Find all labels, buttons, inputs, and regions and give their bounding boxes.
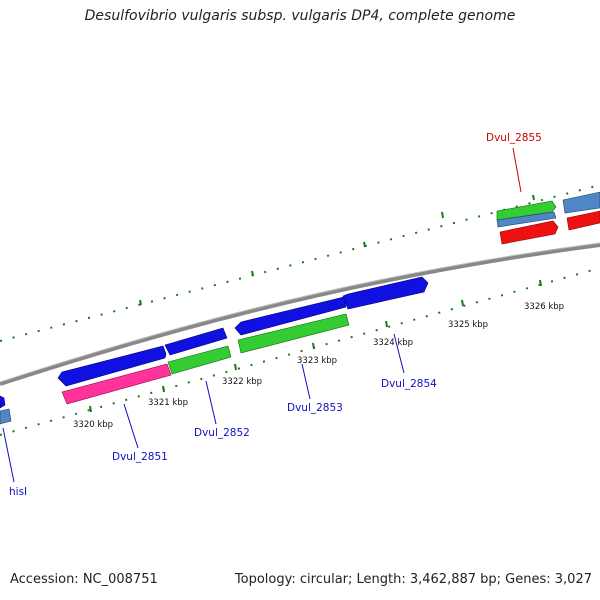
tick-label: 3321 kbp — [148, 398, 188, 408]
gene-label-dvul-2852[interactable]: Dvul_2852 — [194, 427, 250, 439]
gene-label-dvul-2855[interactable]: Dvul_2855 — [486, 132, 542, 144]
cds-feature[interactable] — [566, 210, 600, 231]
gene-label-hisi[interactable]: hisI — [9, 486, 27, 498]
cds-feature[interactable] — [496, 211, 557, 228]
cds-feature[interactable] — [57, 345, 167, 387]
cds-feature[interactable] — [164, 327, 228, 356]
genome-backbone — [0, 243, 600, 386]
forward-cds-track — [0, 191, 600, 409]
upper-major-ticks — [139, 194, 535, 306]
cds-feature[interactable] — [499, 220, 559, 245]
tick-label: 3322 kbp — [222, 377, 262, 387]
lower-major-ticks — [89, 279, 542, 413]
cds-feature[interactable] — [0, 408, 12, 425]
tick-label: 3325 kbp — [448, 320, 488, 330]
genome-stats-text: Topology: circular; Length: 3,462,887 bp… — [234, 572, 592, 587]
cds-feature[interactable] — [562, 191, 600, 214]
accession-text: Accession: NC_008751 — [10, 572, 158, 587]
map-title: Desulfovibrio vulgaris subsp. vulgaris D… — [84, 8, 516, 24]
cds-feature[interactable] — [496, 200, 557, 221]
gene-leaders — [2, 147, 522, 483]
gene-label-dvul-2854[interactable]: Dvul_2854 — [381, 378, 437, 390]
tick-label: 3324 kbp — [373, 338, 413, 348]
tick-label: 3326 kbp — [524, 302, 564, 312]
scale-labels: 3320 kbp 3321 kbp 3322 kbp 3323 kbp 3324… — [73, 302, 564, 430]
gene-label-dvul-2853[interactable]: Dvul_2853 — [287, 402, 343, 414]
reverse-cds-track — [0, 210, 600, 425]
cds-feature[interactable] — [237, 313, 350, 354]
gene-label-dvul-2851[interactable]: Dvul_2851 — [112, 451, 168, 463]
cds-feature[interactable] — [342, 276, 429, 310]
cds-feature[interactable] — [61, 363, 172, 405]
tick-label: 3323 kbp — [297, 356, 337, 366]
cds-feature[interactable] — [167, 345, 232, 375]
gene-labels: Dvul_2855 Dvul_2851 Dvul_2852 Dvul_2853 … — [9, 132, 542, 498]
cds-feature[interactable] — [0, 395, 6, 409]
tick-label: 3320 kbp — [73, 420, 113, 430]
